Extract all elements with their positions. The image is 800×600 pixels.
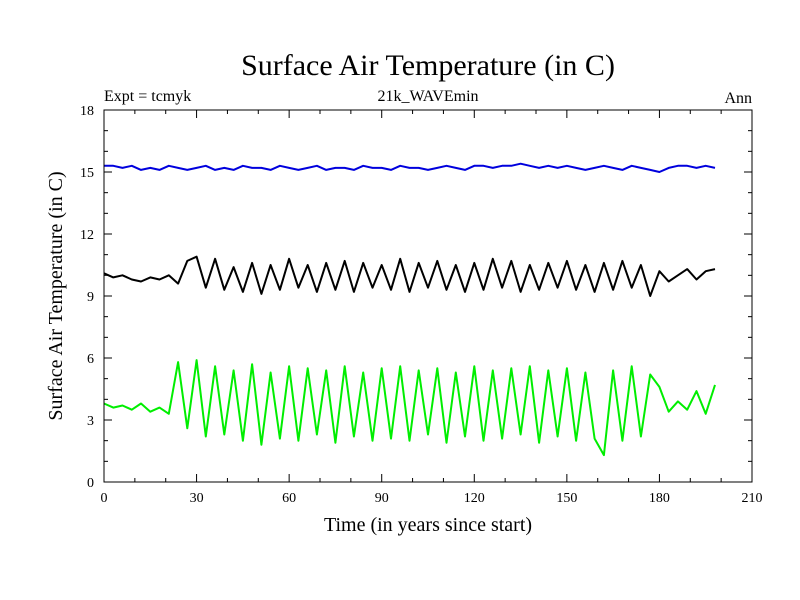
y-tick-label: 6 bbox=[87, 352, 94, 367]
plot-frame bbox=[103, 109, 753, 483]
x-tick-label: 60 bbox=[282, 491, 296, 506]
season-label: Ann bbox=[724, 90, 752, 107]
x-tick-label: 120 bbox=[464, 491, 485, 506]
y-tick-label: 9 bbox=[87, 290, 94, 305]
x-axis-label: Time (in years since start) bbox=[324, 514, 532, 536]
series-group bbox=[103, 162, 716, 457]
series-line-black bbox=[103, 255, 716, 297]
x-tick-label: 210 bbox=[742, 491, 763, 506]
x-tick-label: 150 bbox=[556, 491, 577, 506]
axis-ticks bbox=[103, 109, 753, 483]
y-tick-label: 3 bbox=[87, 414, 94, 429]
run-label: 21k_WAVEmin bbox=[377, 88, 478, 105]
series-line-green bbox=[103, 359, 716, 457]
tick-labels: 0 30 60 90 120 150 180 210 0 3 6 9 12 15 18 bbox=[80, 104, 763, 506]
x-tick-label: 180 bbox=[649, 491, 670, 506]
x-tick-label: 0 bbox=[101, 491, 108, 506]
y-tick-label: 15 bbox=[80, 166, 94, 181]
y-tick-label: 0 bbox=[87, 476, 94, 491]
chart-title: Surface Air Temperature (in C) bbox=[241, 49, 615, 82]
x-tick-label: 90 bbox=[375, 491, 389, 506]
experiment-label: Expt = tcmyk bbox=[104, 88, 191, 105]
x-tick-label: 30 bbox=[190, 491, 204, 506]
series-line-blue bbox=[104, 162, 716, 173]
y-tick-label: 12 bbox=[80, 228, 94, 243]
y-axis-label: Surface Air Temperature (in C) bbox=[45, 171, 67, 420]
y-tick-label: 18 bbox=[80, 104, 94, 119]
